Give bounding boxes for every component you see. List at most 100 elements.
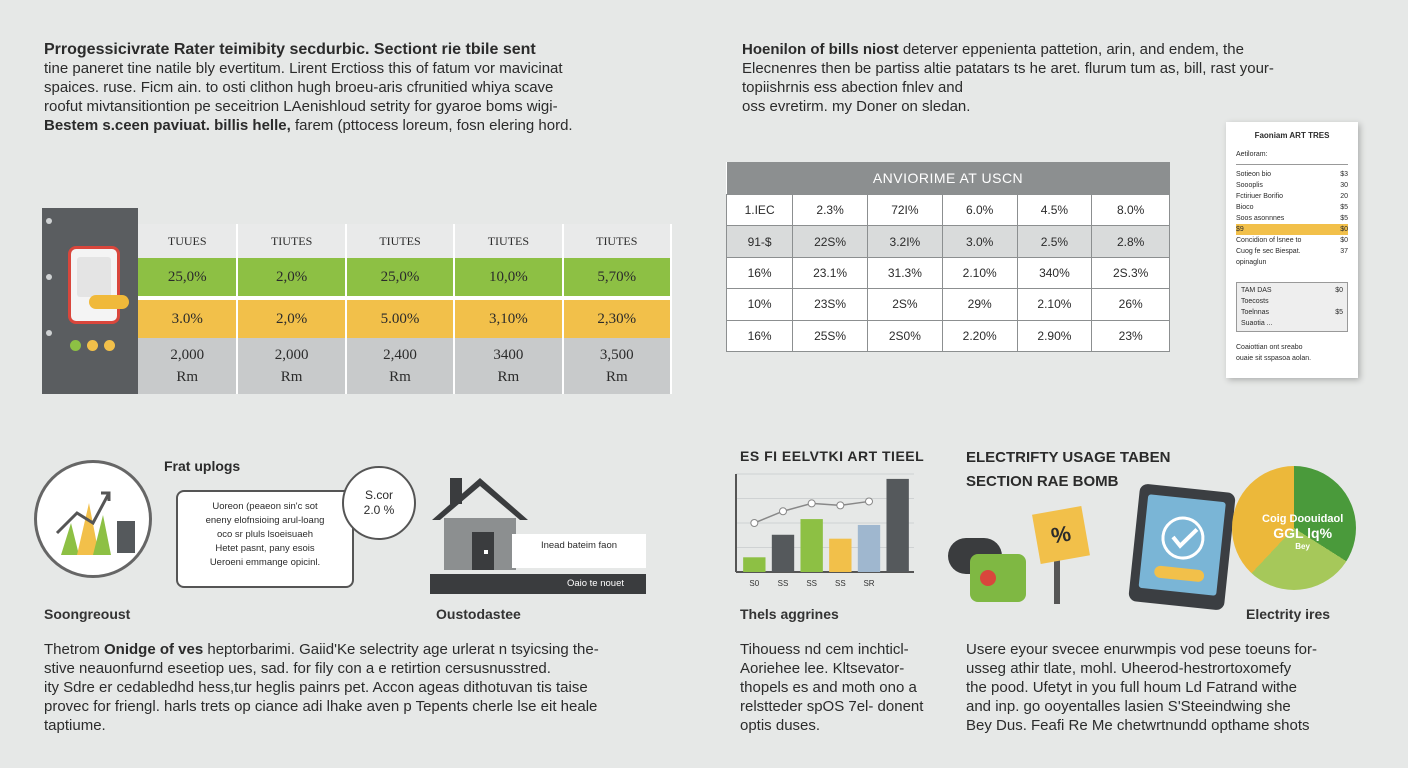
rate-header-cell: TUUES: [138, 224, 239, 258]
receipt-row: Soos asonnnes $5: [1236, 213, 1348, 224]
rate-cell: 5.00%: [345, 300, 456, 338]
receipt-item-label: Bioco: [1236, 204, 1254, 211]
receipt-item-label: $9: [1236, 226, 1244, 233]
receipt-row: Sotieon bio $3: [1236, 169, 1348, 180]
rate-cell: 2,0%: [237, 258, 347, 296]
receipt-box-label: Toelnnas: [1241, 309, 1270, 316]
tablet-screen: [1138, 494, 1226, 596]
usage-cell: 16%: [725, 319, 794, 353]
intro-right-first-line: Hoenilon of bills niost deterver eppenie…: [742, 40, 1362, 59]
intro-left-line: spaices. ruse. Ficm ain. to osti clithon…: [44, 79, 554, 96]
usage-cell: 2.10%: [941, 256, 1018, 290]
usage-table: ANVIORIME AT USCN 1.IEC 2.3% 72I% 6.0% 4…: [725, 162, 1170, 353]
chart-bars: [743, 478, 909, 572]
usage-row: 1.IEC 2.3% 72I% 6.0% 4.5% 8.0%: [725, 193, 1170, 227]
gauge-top-text: Coig Doouidaol: [1262, 513, 1344, 525]
rate-row-yellow: 3.0% 2,0% 5.00% 3,10% 2,30%: [138, 300, 673, 338]
chart-tick-label: S0: [749, 579, 759, 588]
intro-left-rest: farem (pttocess loreum, fosn elering hor…: [290, 117, 573, 134]
rate-cell: 5,70%: [562, 258, 673, 296]
usage-cell: 2.8%: [1091, 225, 1170, 258]
usage-cell: 29%: [941, 288, 1018, 321]
rate-table: TUUES TIUTES TIUTES TIUTES TIUTES 25,0% …: [138, 224, 673, 394]
usage-cell: 72I%: [866, 193, 943, 227]
rate-amount: 2,000: [274, 347, 309, 363]
rate-cell: 25,0%: [345, 258, 456, 296]
score-label: S.cor: [364, 488, 393, 502]
rate-header-cell: TIUTES: [454, 224, 564, 258]
plug-icon: [970, 554, 1026, 602]
score-circle: S.cor 2.0 %: [342, 466, 416, 540]
intro-right-line: Elecnenres then be partiss altie patatar…: [742, 60, 1274, 77]
receipt-item-value: 30: [1340, 182, 1348, 189]
receipt-box-label: Toecosts: [1241, 298, 1269, 305]
electricity-title-line: SECTION RAE BOMB: [966, 473, 1119, 490]
rate-amount: 2,000: [170, 347, 205, 363]
panel-hole: [46, 218, 52, 224]
rate-row-gray: 2,000 Rm 2,000 Rm 2,400 Rm 3400 Rm 3,500 Rm: [138, 338, 673, 394]
chart-point: [836, 501, 845, 510]
electricity-title: ELECTRIFTY USAGE TABEN SECTION RAE BOMB: [966, 446, 1170, 494]
chart-bar: [857, 524, 881, 572]
growth-chart-icon: [34, 460, 152, 578]
caption-songreoust: Soongreoust: [44, 606, 131, 622]
gauge-main-text: GGL lq%: [1273, 525, 1333, 541]
usage-cell: 6.0%: [941, 193, 1018, 227]
bubble-line: Uoreon (peaeon sin'c sot: [212, 501, 318, 512]
receipt-row: Concidion of lsnee to $0: [1236, 235, 1348, 246]
usage-cell: 340%: [1016, 256, 1093, 290]
panel-hole: [46, 330, 52, 336]
usage-row: 16% 25S% 2S0% 2.20% 2.90% 23%: [725, 319, 1170, 353]
bubble-line: Hetet pasnt, pany esois: [215, 543, 315, 554]
rate-amount: 3,500: [599, 347, 634, 363]
panel-holes: [46, 218, 54, 386]
rate-unit: Rm: [280, 369, 303, 385]
usage-cell: 2.90%: [1016, 319, 1093, 353]
house-label: Inead bateim faon: [512, 534, 646, 568]
rate-unit: Rm: [605, 369, 628, 385]
receipt: Faoniam ART TRES Aetiloram: Sotieon bio $…: [1226, 122, 1358, 378]
chart-bar: [886, 478, 909, 572]
usage-cell: 2S.3%: [1091, 256, 1170, 290]
rate-header-cell: TIUTES: [237, 224, 347, 258]
caption-oustodastee: Oustodastee: [436, 606, 521, 622]
bottom-left-line: taptiume.: [44, 717, 106, 734]
rate-cell: 2,000 Rm: [138, 338, 239, 394]
chart-bar: [771, 534, 795, 572]
bottom-left-paragraph: Thetrom Onidge of ves heptorbarimi. Gaii…: [44, 640, 654, 735]
tablet-icon: [1128, 483, 1236, 611]
usage-cell: 2.3%: [792, 193, 868, 227]
rate-cell: 3,10%: [454, 300, 564, 338]
house-bar-label: Oaio te nouet: [430, 574, 646, 594]
rate-row-gap: [138, 296, 673, 300]
bottom-mid-line: optis duses.: [740, 717, 821, 734]
usage-cell: 31.3%: [866, 256, 943, 290]
receipt-row: Toelnnas $5: [1241, 307, 1343, 318]
chart-tick-label: SS: [806, 579, 817, 588]
rate-cell: 3.0%: [138, 300, 239, 338]
rate-table-header: TUUES TIUTES TIUTES TIUTES TIUTES: [138, 224, 673, 258]
rate-cell: 3,500 Rm: [562, 338, 673, 394]
intro-left: Prrogessicivrate Rater teimibity secdurb…: [44, 40, 664, 135]
receipt-row: Toecosts: [1241, 296, 1343, 307]
receipt-box-value: $0: [1335, 287, 1343, 294]
receipt-item-label: Concidion of lsnee to: [1236, 237, 1302, 244]
phone-illustration: [68, 246, 129, 324]
usage-cell: 3.2I%: [866, 225, 943, 258]
usage-cell: 16%: [725, 256, 794, 290]
receipt-row-highlight: $9 $0: [1236, 224, 1348, 235]
rate-header-cell: TIUTES: [562, 224, 673, 258]
usage-cell: 26%: [1091, 288, 1170, 321]
yellow-light-icon: [104, 340, 115, 351]
receipt-row: Suaotia ...: [1241, 318, 1343, 329]
receipt-row: TAM DAS $0: [1241, 285, 1343, 296]
electricity-caption: Electrity ires: [1246, 606, 1331, 622]
receipt-footer: Coaiottian ont sreabo: [1236, 344, 1303, 351]
usage-cell: 3.0%: [941, 225, 1018, 258]
intro-left-last-line: Bestem s.ceen paviuat. billis helle, far…: [44, 116, 664, 135]
receipt-summary-box: TAM DAS $0 Toecosts Toelnnas $5 Suaotia ..…: [1236, 282, 1348, 332]
chart-bar: [743, 557, 766, 572]
usage-gauge: [1232, 466, 1356, 590]
intro-left-bold: Bestem s.ceen paviuat. billis helle,: [44, 117, 291, 134]
para-intro: Thetrom: [44, 641, 105, 658]
